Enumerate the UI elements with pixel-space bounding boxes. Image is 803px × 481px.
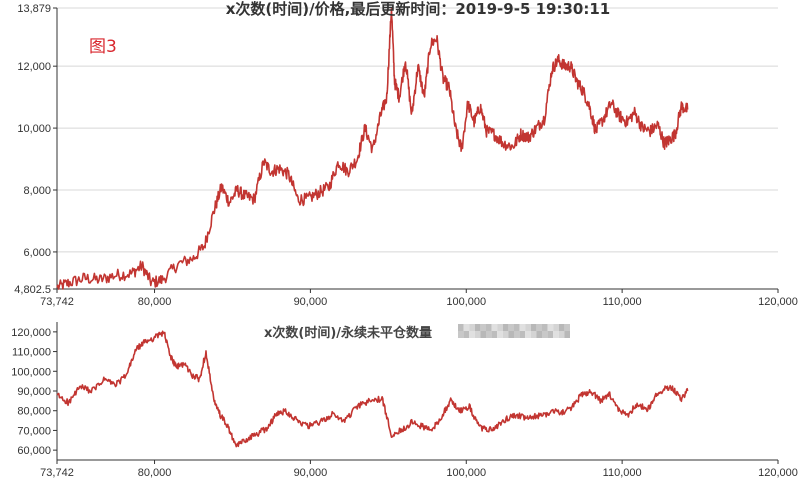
redaction-cell (491, 331, 498, 338)
open-interest-chart-y-ticks: 60,000 70,000 80,000 90,000 100,000 110,000 12… (11, 327, 57, 457)
redaction-cell (525, 324, 531, 331)
x-tick-label: 110,000 (603, 467, 642, 479)
x-tick-label: 90,000 (294, 467, 328, 479)
y-tick-label: 60,000 (17, 445, 51, 457)
redaction-cell (508, 331, 514, 338)
price-chart-title: x次数(时间)/价格,最后更新时间：2019-9-5 19:30:11 (226, 0, 610, 18)
y-tick-label: 110,000 (12, 347, 51, 359)
x-tick-label: 73,742 (40, 296, 74, 308)
redaction-cell (525, 331, 531, 338)
redaction-cell (469, 331, 475, 338)
y-tick-label: 13,879 (17, 3, 51, 15)
redaction-cell (558, 324, 565, 331)
open-interest-series-line (56, 330, 689, 448)
redaction-cell (474, 331, 481, 338)
open-interest-chart: 60,000 70,000 80,000 90,000 100,000 110,000 12… (11, 322, 798, 479)
redaction-cell (553, 324, 559, 331)
redaction-cell (564, 331, 570, 338)
x-tick-label: 73,742 (40, 467, 74, 479)
x-tick-label: 120,000 (758, 296, 798, 308)
redaction-cell (497, 331, 503, 338)
redaction-cell (519, 324, 526, 331)
redaction-cell (558, 331, 565, 338)
blurred-text-redaction (458, 324, 570, 338)
redaction-cell (547, 331, 554, 338)
redaction-cell (514, 324, 520, 331)
y-tick-label: 10,000 (17, 123, 51, 135)
y-tick-label: 80,000 (17, 406, 51, 418)
figure-annotation: 图3 (89, 37, 117, 57)
price-chart-grid (57, 7, 778, 253)
price-chart-y-ticks: 4,802.5 6,000 8,000 10,000 12,000 13,879 (14, 3, 57, 296)
redaction-cell (474, 324, 481, 331)
redaction-cell (536, 324, 542, 331)
y-tick-label: 6,000 (23, 247, 51, 259)
redaction-cell (497, 324, 503, 331)
x-tick-label: 100,000 (446, 296, 486, 308)
redaction-cell (519, 331, 526, 338)
price-chart-x-ticks: 73,742 80,000 90,000 100,000 110,000 120,000 (40, 289, 798, 308)
open-interest-chart-x-ticks: 73,742 80,000 90,000 100,000 110,000 120,000 (40, 460, 798, 479)
open-interest-chart-title: x次数(时间)/永续未平仓数量 (264, 325, 432, 341)
redaction-cell (536, 331, 542, 338)
x-tick-label: 90,000 (294, 296, 328, 308)
x-tick-label: 120,000 (758, 467, 798, 479)
redaction-cell (530, 331, 537, 338)
redaction-cell (508, 324, 514, 331)
redaction-cell (553, 331, 559, 338)
redaction-cell (502, 331, 509, 338)
redaction-cell (463, 331, 470, 338)
redaction-cell (486, 331, 492, 338)
redaction-cell (547, 324, 554, 331)
y-tick-label: 8,000 (23, 185, 51, 197)
y-tick-label: 90,000 (17, 386, 51, 398)
price-chart: 4,802.5 6,000 8,000 10,000 12,000 13,879 73,7… (14, 0, 798, 308)
y-tick-label: 70,000 (17, 425, 51, 437)
redaction-cell (480, 331, 486, 338)
redaction-cell (530, 324, 537, 331)
y-tick-label: 100,000 (11, 366, 51, 378)
redaction-cell (491, 324, 498, 331)
x-tick-label: 80,000 (138, 296, 172, 308)
price-series-line (56, 8, 689, 290)
redaction-cell (514, 331, 520, 338)
redaction-cell (542, 324, 548, 331)
redaction-cell (486, 324, 492, 331)
redaction-cell (458, 324, 464, 331)
redaction-cell (502, 324, 509, 331)
redaction-cell (480, 324, 486, 331)
x-tick-label: 80,000 (138, 467, 172, 479)
y-tick-label: 4,802.5 (14, 284, 51, 296)
redaction-cell (542, 331, 548, 338)
redaction-cell (463, 324, 470, 331)
y-tick-label: 12,000 (17, 61, 51, 73)
redaction-cell (469, 324, 475, 331)
redaction-cell (458, 331, 464, 338)
x-tick-label: 100,000 (446, 467, 486, 479)
y-tick-label: 120,000 (11, 327, 51, 339)
redaction-cell (564, 324, 570, 331)
x-tick-label: 110,000 (603, 296, 642, 308)
